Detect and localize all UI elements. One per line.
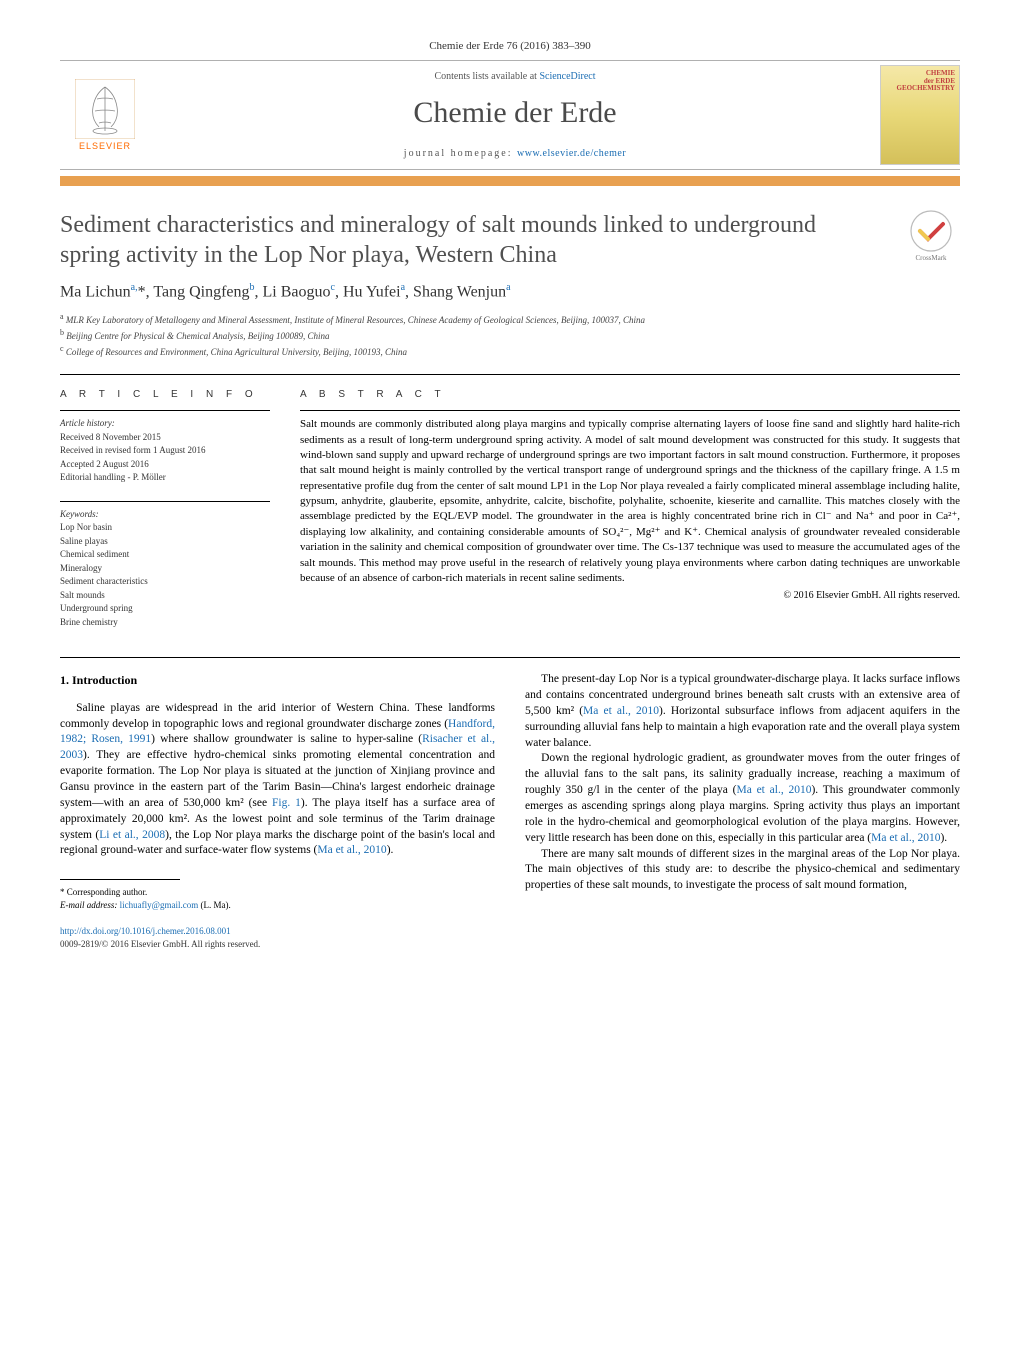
abstract-copyright: © 2016 Elsevier GmbH. All rights reserve… <box>300 590 960 601</box>
keywords-block: Keywords: Lop Nor basinSaline playasChem… <box>60 501 270 630</box>
article-info-column: A R T I C L E I N F O Article history: R… <box>60 389 270 629</box>
article-history-block: Article history: Received 8 November 201… <box>60 410 270 485</box>
keyword-line: Mineralogy <box>60 562 270 576</box>
elsevier-tree-icon <box>75 79 135 139</box>
intro-heading: 1. Introduction <box>60 672 495 689</box>
abstract-text: Salt mounds are commonly distributed alo… <box>300 410 960 586</box>
corresponding-author-note: * Corresponding author. E-mail address: … <box>60 886 495 911</box>
history-label: Article history: <box>60 417 270 431</box>
authors-line: Ma Lichuna,*, Tang Qingfengb, Li Baoguoc… <box>60 282 960 301</box>
journal-cover-thumbnail: CHEMIE der ERDE GEOCHEMISTRY <box>880 65 960 165</box>
body-columns: 1. Introduction Saline playas are widesp… <box>60 672 960 950</box>
body-column-right: The present-day Lop Nor is a typical gro… <box>525 672 960 950</box>
corr-label: * Corresponding author. <box>60 886 495 899</box>
homepage-line: journal homepage: www.elsevier.de/chemer <box>150 148 880 159</box>
keyword-line: Lop Nor basin <box>60 521 270 535</box>
keyword-line: Salt mounds <box>60 589 270 603</box>
keyword-line: Saline playas <box>60 535 270 549</box>
email-suffix: (L. Ma). <box>198 900 231 910</box>
affiliation-line: a MLR Key Laboratory of Metallogeny and … <box>60 311 960 327</box>
separator-bar <box>60 176 960 186</box>
article-title: Sediment characteristics and mineralogy … <box>60 210 902 270</box>
crossmark-badge[interactable]: CrossMark <box>902 210 960 268</box>
contents-prefix: Contents lists available at <box>434 71 539 82</box>
affiliation-line: c College of Resources and Environment, … <box>60 343 960 359</box>
article-info-header: A R T I C L E I N F O <box>60 389 270 400</box>
keyword-line: Underground spring <box>60 602 270 616</box>
history-line: Editorial handling - P. Möller <box>60 471 270 485</box>
body-paragraph: The present-day Lop Nor is a typical gro… <box>525 672 960 751</box>
body-paragraph: Saline playas are widespread in the arid… <box>60 701 495 860</box>
body-column-left: 1. Introduction Saline playas are widesp… <box>60 672 495 950</box>
crossmark-label: CrossMark <box>915 254 946 262</box>
header-center: Contents lists available at ScienceDirec… <box>150 61 880 169</box>
homepage-link[interactable]: www.elsevier.de/chemer <box>517 148 626 159</box>
history-line: Received in revised form 1 August 2016 <box>60 444 270 458</box>
elsevier-label: ELSEVIER <box>79 141 131 151</box>
info-abstract-row: A R T I C L E I N F O Article history: R… <box>60 389 960 629</box>
history-line: Accepted 2 August 2016 <box>60 458 270 472</box>
footnote-separator <box>60 879 180 880</box>
email-label: E-mail address: <box>60 900 120 910</box>
body-paragraph: There are many salt mounds of different … <box>525 847 960 895</box>
keyword-line: Chemical sediment <box>60 548 270 562</box>
journal-reference: Chemie der Erde 76 (2016) 383–390 <box>60 40 960 52</box>
cover-title: CHEMIE der ERDE GEOCHEMISTRY <box>885 70 955 93</box>
issn-copyright: 0009-2819/© 2016 Elsevier GmbH. All righ… <box>60 938 495 950</box>
abstract-column: A B S T R A C T Salt mounds are commonly… <box>300 389 960 629</box>
divider-top <box>60 374 960 375</box>
keyword-line: Brine chemistry <box>60 616 270 630</box>
history-line: Received 8 November 2015 <box>60 431 270 445</box>
elsevier-logo[interactable]: ELSEVIER <box>60 65 150 165</box>
abstract-header: A B S T R A C T <box>300 389 960 400</box>
sciencedirect-link[interactable]: ScienceDirect <box>539 71 595 82</box>
body-paragraph: Down the regional hydrologic gradient, a… <box>525 751 960 846</box>
affiliation-line: b Beijing Centre for Physical & Chemical… <box>60 327 960 343</box>
crossmark-icon <box>910 210 952 252</box>
journal-header: ELSEVIER Contents lists available at Sci… <box>60 60 960 170</box>
contents-available: Contents lists available at ScienceDirec… <box>150 71 880 82</box>
title-row: Sediment characteristics and mineralogy … <box>60 210 960 270</box>
author-email-link[interactable]: lichuafly@gmail.com <box>120 900 199 910</box>
doi-link[interactable]: http://dx.doi.org/10.1016/j.chemer.2016.… <box>60 925 495 937</box>
affiliations-block: a MLR Key Laboratory of Metallogeny and … <box>60 311 960 358</box>
divider-mid <box>60 657 960 658</box>
journal-name: Chemie der Erde <box>150 96 880 130</box>
keywords-label: Keywords: <box>60 508 270 522</box>
homepage-prefix: journal homepage: <box>404 148 517 159</box>
keyword-line: Sediment characteristics <box>60 575 270 589</box>
